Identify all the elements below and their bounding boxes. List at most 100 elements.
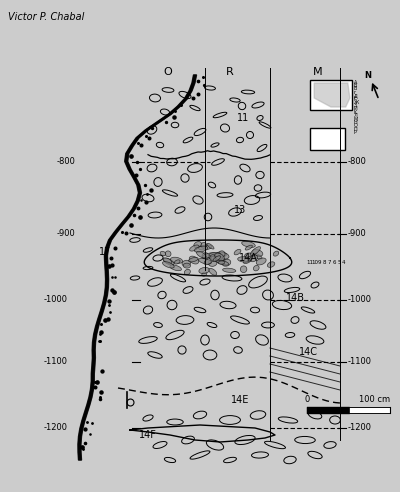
Text: M: M <box>354 117 358 122</box>
Ellipse shape <box>216 252 229 259</box>
Text: Д: Д <box>354 93 358 98</box>
Text: 11: 11 <box>306 259 314 265</box>
Ellipse shape <box>213 256 220 261</box>
Ellipse shape <box>216 260 229 265</box>
Ellipse shape <box>250 246 260 255</box>
Text: M: M <box>313 67 323 77</box>
Ellipse shape <box>170 257 183 263</box>
Text: Victor P. Chabal: Victor P. Chabal <box>8 12 84 22</box>
Ellipse shape <box>189 256 199 264</box>
Ellipse shape <box>190 245 199 251</box>
Text: 14B: 14B <box>286 293 304 303</box>
Text: B: B <box>354 83 357 88</box>
Ellipse shape <box>218 261 225 264</box>
Ellipse shape <box>250 255 258 262</box>
Ellipse shape <box>209 252 221 257</box>
Ellipse shape <box>240 266 247 273</box>
Text: -1000: -1000 <box>348 296 372 305</box>
Ellipse shape <box>201 243 206 248</box>
Ellipse shape <box>160 251 166 256</box>
Text: O: O <box>354 123 358 128</box>
Polygon shape <box>314 83 350 107</box>
Ellipse shape <box>217 257 225 263</box>
Text: 10: 10 <box>311 259 318 265</box>
Ellipse shape <box>163 258 172 264</box>
Ellipse shape <box>210 255 216 261</box>
Ellipse shape <box>222 259 231 266</box>
Text: И: И <box>354 106 358 112</box>
Text: 11: 11 <box>237 113 249 123</box>
Ellipse shape <box>183 263 190 268</box>
Text: П: П <box>354 127 358 132</box>
Ellipse shape <box>202 272 207 276</box>
Ellipse shape <box>165 251 171 257</box>
Text: O: O <box>164 67 172 77</box>
Ellipse shape <box>207 244 214 249</box>
Ellipse shape <box>188 257 198 262</box>
Ellipse shape <box>184 269 190 275</box>
Text: 14A: 14A <box>238 253 258 263</box>
Text: 14F: 14F <box>139 430 157 440</box>
Ellipse shape <box>234 249 241 255</box>
Text: 3: 3 <box>354 103 357 108</box>
Text: A: A <box>354 80 357 85</box>
Ellipse shape <box>242 241 255 247</box>
Ellipse shape <box>199 258 211 264</box>
Text: 7: 7 <box>328 259 331 265</box>
Bar <box>310 128 345 150</box>
Ellipse shape <box>174 260 180 264</box>
Text: -800: -800 <box>56 157 75 166</box>
Ellipse shape <box>251 253 262 259</box>
Text: 100 cm: 100 cm <box>359 395 390 404</box>
Text: 6: 6 <box>332 259 336 265</box>
Ellipse shape <box>216 252 226 257</box>
Ellipse shape <box>254 265 259 271</box>
Ellipse shape <box>202 253 215 258</box>
Ellipse shape <box>219 251 225 257</box>
Text: N: N <box>364 71 372 81</box>
Text: E: E <box>354 96 357 101</box>
Ellipse shape <box>243 256 253 264</box>
Text: -900: -900 <box>348 229 367 239</box>
Text: Л: Л <box>354 113 358 118</box>
Ellipse shape <box>208 259 217 266</box>
Ellipse shape <box>208 256 220 261</box>
Ellipse shape <box>245 253 253 259</box>
Ellipse shape <box>213 256 221 260</box>
Ellipse shape <box>194 242 202 247</box>
Ellipse shape <box>202 252 209 259</box>
Text: -900: -900 <box>56 229 75 239</box>
Text: 4: 4 <box>342 259 345 265</box>
Ellipse shape <box>162 262 174 268</box>
Ellipse shape <box>213 253 222 260</box>
Text: 13: 13 <box>234 205 246 215</box>
Ellipse shape <box>196 251 206 258</box>
Text: r: r <box>354 90 356 94</box>
Ellipse shape <box>245 245 252 250</box>
Text: R: R <box>226 67 234 77</box>
Text: -1100: -1100 <box>44 358 68 367</box>
Ellipse shape <box>256 258 266 265</box>
Text: 8: 8 <box>323 259 326 265</box>
Ellipse shape <box>273 251 279 256</box>
Text: 17: 17 <box>99 247 111 257</box>
Ellipse shape <box>182 260 190 266</box>
Ellipse shape <box>211 255 222 261</box>
Text: -800: -800 <box>348 157 367 166</box>
Text: -1100: -1100 <box>348 358 372 367</box>
Text: B: B <box>354 86 357 91</box>
Text: -1200: -1200 <box>348 424 372 432</box>
Text: -1200: -1200 <box>44 424 68 432</box>
Ellipse shape <box>194 246 208 252</box>
Ellipse shape <box>253 249 263 256</box>
Text: 14E: 14E <box>231 395 249 405</box>
Ellipse shape <box>214 256 222 262</box>
Text: P: P <box>354 130 357 135</box>
Ellipse shape <box>204 259 212 265</box>
Text: H: H <box>354 120 358 125</box>
Ellipse shape <box>164 258 174 265</box>
Ellipse shape <box>170 265 182 271</box>
Text: 14C: 14C <box>298 347 318 357</box>
Ellipse shape <box>209 269 217 275</box>
Text: -1000: -1000 <box>44 296 68 305</box>
